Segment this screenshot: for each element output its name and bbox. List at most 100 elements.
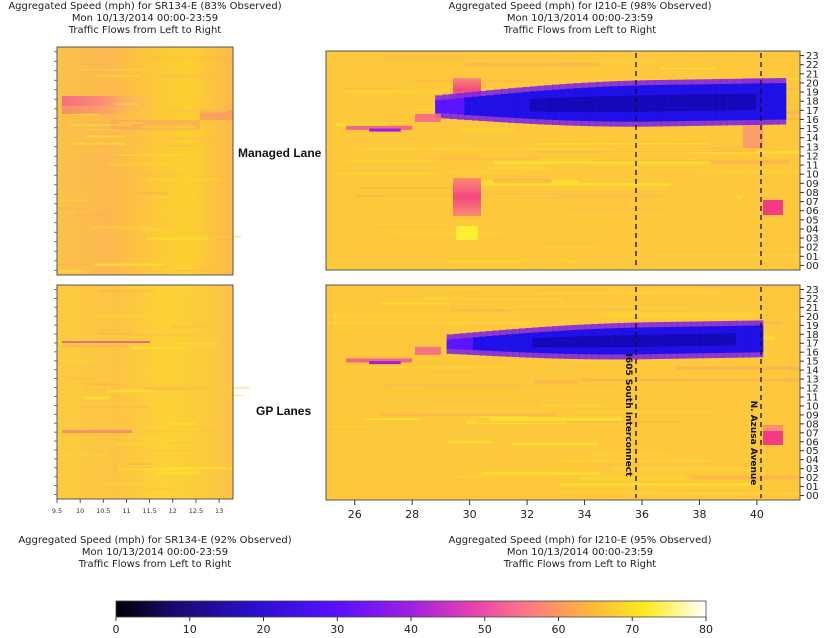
texture-stripe (168, 383, 228, 385)
sr134-managed-panel (54, 46, 241, 276)
congestion-cell (500, 93, 509, 118)
texture-stripe (576, 411, 715, 413)
y-tick-label: 20 (806, 312, 819, 323)
congestion-cell (492, 335, 500, 352)
x-tick-label: 34 (578, 508, 592, 521)
colorbar-tick-label: 10 (183, 623, 197, 636)
texture-stripe (94, 74, 141, 78)
y-tick-label: 04 (806, 455, 819, 466)
congestion-cell (741, 93, 750, 111)
annotation-azusa: N. Azusa Avenue (748, 401, 758, 486)
y-tick-label: 22 (806, 294, 819, 305)
texture-stripe (69, 124, 131, 126)
congestion-cell (435, 100, 444, 114)
y-tick-label: 11 (806, 392, 819, 403)
texture-stripe (58, 207, 87, 210)
congestion-cell (565, 336, 573, 348)
texture-stripe (497, 307, 690, 309)
congestion-cell (466, 337, 474, 350)
x-tick-label: 38 (692, 508, 706, 521)
congestion-cell (749, 325, 757, 353)
congestion-cell (716, 333, 724, 346)
colorbar-tick-label: 80 (699, 623, 713, 636)
texture-stripe (328, 425, 373, 428)
congestion-cell (479, 336, 487, 351)
congestion-cell (719, 94, 728, 111)
congestion-cell (415, 113, 441, 122)
congestion-cell (581, 96, 590, 112)
colorbar-tick-label: 50 (478, 623, 492, 636)
texture-stripe (335, 172, 440, 175)
texture-stripe (155, 471, 199, 475)
header-title: Aggregated Speed (mph) for I210-E (95% O… (448, 535, 712, 546)
texture-stripe (158, 74, 227, 77)
texture-stripe (77, 80, 114, 83)
congestion-cell (453, 338, 461, 350)
congestion-cell (544, 98, 553, 112)
texture-stripe (145, 450, 207, 452)
y-tick-label: 14 (806, 366, 819, 377)
y-tick-label: 07 (806, 197, 819, 208)
congestion-cell (598, 335, 606, 348)
header-title: Aggregated Speed (mph) for SR134-E (92% … (18, 535, 292, 546)
congestion-cell (630, 334, 639, 348)
texture-stripe (423, 297, 563, 300)
texture-stripe (175, 269, 211, 271)
texture-stripe (135, 192, 168, 195)
x-tick-label: 12.5 (189, 507, 203, 515)
texture-stripe (489, 417, 622, 421)
texture-stripe (512, 442, 599, 446)
texture-stripe (172, 343, 219, 345)
congestion-cell (646, 95, 655, 112)
texture-stripe (147, 488, 174, 490)
i210-azusa-pink (763, 431, 783, 445)
texture-stripe (141, 125, 195, 129)
sr134-gp-panel: 9.5 10 10.5 11 11.5 12 12.5 13 (52, 284, 250, 515)
congestion-cell (617, 95, 626, 112)
panel-frame (325, 50, 801, 271)
congestion-cell (723, 333, 731, 346)
congestion-cell (624, 335, 632, 348)
texture-stripe (602, 312, 800, 314)
texture-stripe (327, 320, 536, 325)
congestion-cell (683, 334, 691, 347)
texture-stripe (59, 359, 95, 363)
congestion-cell (519, 333, 527, 353)
texture-stripe (74, 191, 150, 194)
texture-stripe (474, 193, 665, 198)
texture-stripe (541, 246, 599, 249)
texture-stripe (565, 359, 624, 362)
texture-stripe (92, 315, 152, 318)
congestion-cell (603, 96, 611, 112)
texture-stripe (148, 162, 203, 165)
i210-gp-panel: I605 South Interconnect N. Azusa Avenue … (325, 284, 819, 521)
congestion-cell (551, 97, 560, 112)
y-tick-label: 00 (806, 261, 819, 272)
texture-stripe (171, 238, 216, 241)
y-tick-label: 10 (806, 401, 819, 412)
congestion-cell (698, 94, 706, 111)
texture-stripe (683, 398, 742, 401)
congestion-cell (512, 333, 520, 353)
texture-stripe (458, 128, 515, 132)
texture-stripe (57, 199, 90, 202)
congestion-cell (595, 96, 604, 112)
congestion-cell (525, 332, 533, 353)
congestion-cell (486, 95, 495, 117)
congestion-cell (538, 337, 547, 348)
x-tick-label: 10 (76, 507, 84, 515)
congestion-cell (442, 99, 451, 114)
x-tick-label: 10.5 (96, 507, 110, 515)
sr134-slowdown (200, 110, 233, 120)
texture-stripe (161, 137, 226, 140)
congestion-cell (551, 337, 560, 348)
congestion-cell (346, 125, 413, 130)
texture-stripe (92, 175, 162, 178)
texture-stripe (65, 377, 92, 380)
texture-stripe (106, 163, 175, 166)
texture-stripe (155, 387, 210, 391)
congestion-cell (499, 334, 507, 352)
congestion-cell (369, 361, 401, 365)
texture-stripe (169, 422, 196, 425)
i210-pink-spot (453, 178, 481, 216)
